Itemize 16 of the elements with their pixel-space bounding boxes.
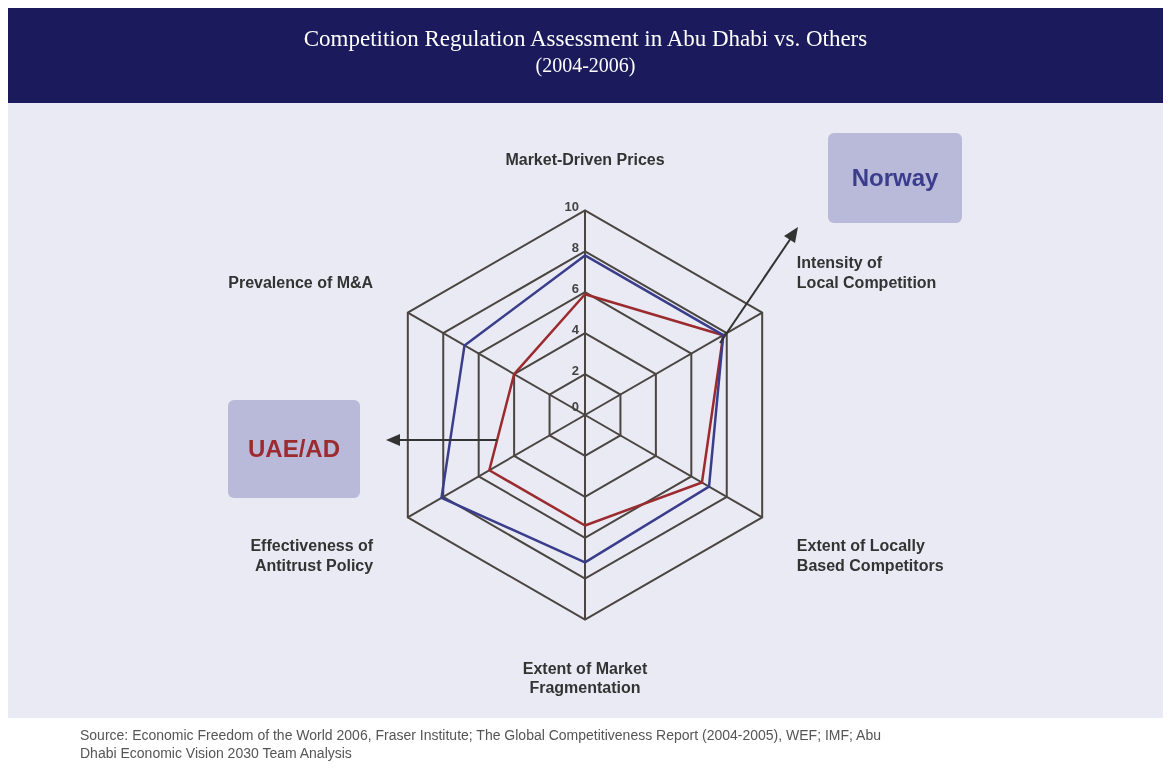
spoke-label: Prevalence of M&A — [228, 273, 374, 291]
y-tick-label: 6 — [571, 280, 579, 296]
text: UAE/AD — [228, 400, 360, 498]
spoke-label: Extent of Market Fragmentation — [522, 659, 648, 696]
spoke-label: Effectiveness of Antitrust Policy — [250, 537, 374, 574]
text: Norway — [828, 133, 962, 223]
y-tick-label: 4 — [571, 321, 580, 337]
chart-subtitle: (2004-2006) — [534, 54, 637, 77]
y-tick-label: 8 — [571, 239, 579, 255]
spoke-label: Extent of Locally Based Competitors — [796, 537, 944, 574]
chart-title: Competition Regulation Assessment in Abu Dhabi vs. Others — [302, 26, 869, 52]
source-note: Source: Economic Freedom of the World 2006, Fraser Institute; The Global Competitiveness Report (2004-2005), WEF; IMF; Abu Dhabi Economic Vision 2030 Team Analysis — [80, 726, 882, 762]
y-tick-label: 2 — [571, 362, 579, 378]
spoke-label: Market-Driven Prices — [505, 151, 665, 169]
y-tick-label: 10 — [564, 198, 579, 214]
spoke-label: Intensity of Local Competition — [796, 254, 937, 291]
